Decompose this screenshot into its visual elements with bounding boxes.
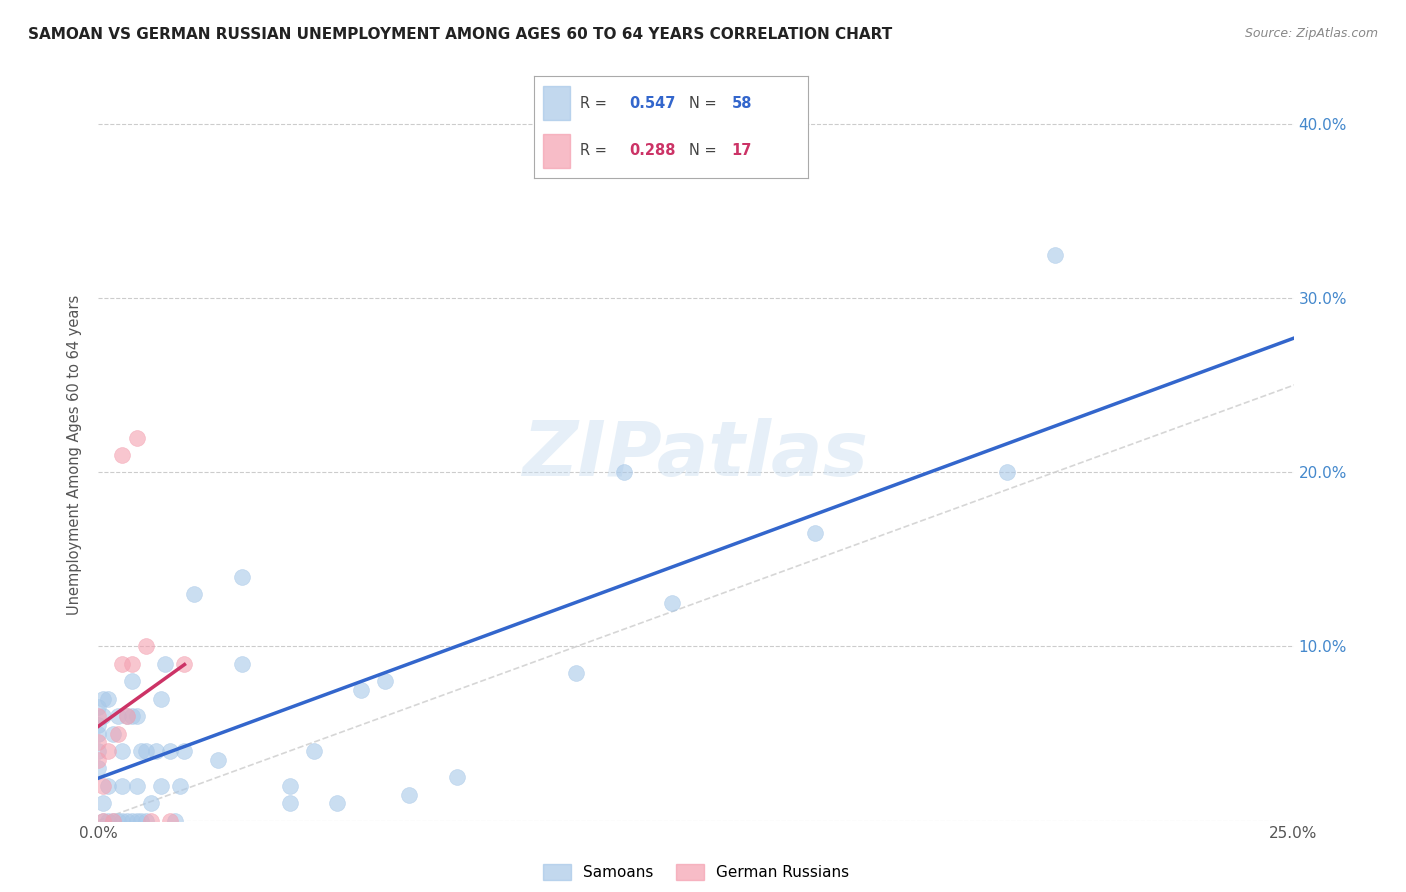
Point — [125, 709, 148, 723]
Point — [91, 814, 114, 828]
Point — [115, 814, 138, 828]
Point — [163, 814, 186, 828]
Point — [97, 691, 120, 706]
Point — [139, 814, 162, 828]
Point — [125, 814, 148, 828]
Point — [804, 526, 827, 541]
Text: ZIPatlas: ZIPatlas — [523, 418, 869, 491]
Point — [121, 814, 143, 828]
Point — [87, 726, 110, 740]
Point — [111, 657, 134, 671]
Point — [135, 814, 157, 828]
Point — [121, 657, 143, 671]
Text: 0.547: 0.547 — [628, 95, 675, 111]
Point — [374, 674, 396, 689]
Point — [115, 709, 138, 723]
Point — [159, 744, 181, 758]
Point — [173, 744, 195, 758]
Point — [107, 709, 129, 723]
Text: SAMOAN VS GERMAN RUSSIAN UNEMPLOYMENT AMONG AGES 60 TO 64 YEARS CORRELATION CHAR: SAMOAN VS GERMAN RUSSIAN UNEMPLOYMENT AM… — [28, 27, 893, 42]
Point — [111, 814, 134, 828]
FancyBboxPatch shape — [543, 87, 569, 120]
FancyBboxPatch shape — [543, 135, 569, 168]
Point — [101, 814, 124, 828]
Point — [87, 718, 110, 732]
Text: 58: 58 — [731, 95, 752, 111]
Point — [111, 779, 134, 793]
Point — [135, 640, 157, 654]
Point — [91, 691, 114, 706]
Point — [87, 753, 110, 767]
Point — [107, 814, 129, 828]
Point — [87, 735, 110, 749]
Point — [125, 779, 148, 793]
Point — [91, 814, 114, 828]
Point — [278, 779, 301, 793]
Point — [87, 744, 110, 758]
Point — [1043, 247, 1066, 261]
Point — [173, 657, 195, 671]
Point — [155, 657, 177, 671]
Point — [398, 788, 420, 802]
Point — [159, 814, 181, 828]
Point — [111, 744, 134, 758]
Point — [115, 709, 138, 723]
Point — [131, 744, 153, 758]
Point — [446, 770, 468, 784]
Text: N =: N = — [689, 95, 721, 111]
Point — [149, 691, 172, 706]
Point — [565, 665, 588, 680]
Point — [107, 726, 129, 740]
Point — [87, 761, 110, 775]
Point — [121, 709, 143, 723]
Text: R =: R = — [579, 95, 612, 111]
Point — [97, 814, 120, 828]
Text: 0.288: 0.288 — [628, 144, 675, 158]
Point — [87, 700, 110, 714]
Point — [326, 796, 349, 810]
Point — [302, 744, 325, 758]
Point — [125, 430, 148, 444]
Point — [231, 657, 253, 671]
Point — [207, 753, 229, 767]
Point — [169, 779, 191, 793]
Point — [91, 709, 114, 723]
Point — [97, 744, 120, 758]
Point — [131, 814, 153, 828]
Y-axis label: Unemployment Among Ages 60 to 64 years: Unemployment Among Ages 60 to 64 years — [67, 294, 83, 615]
Point — [139, 796, 162, 810]
Legend: Samoans, German Russians: Samoans, German Russians — [537, 858, 855, 886]
Text: 17: 17 — [731, 144, 752, 158]
Point — [135, 744, 157, 758]
Point — [91, 779, 114, 793]
Point — [97, 779, 120, 793]
Text: Source: ZipAtlas.com: Source: ZipAtlas.com — [1244, 27, 1378, 40]
Point — [278, 796, 301, 810]
Point — [87, 709, 110, 723]
Text: R =: R = — [579, 144, 612, 158]
Point — [145, 744, 167, 758]
Point — [995, 466, 1018, 480]
Point — [101, 814, 124, 828]
Point — [613, 466, 636, 480]
Point — [350, 683, 373, 698]
Point — [661, 596, 683, 610]
Point — [121, 674, 143, 689]
Point — [149, 779, 172, 793]
Point — [183, 587, 205, 601]
Point — [91, 796, 114, 810]
Point — [101, 726, 124, 740]
Text: N =: N = — [689, 144, 721, 158]
Point — [231, 570, 253, 584]
Point — [111, 448, 134, 462]
